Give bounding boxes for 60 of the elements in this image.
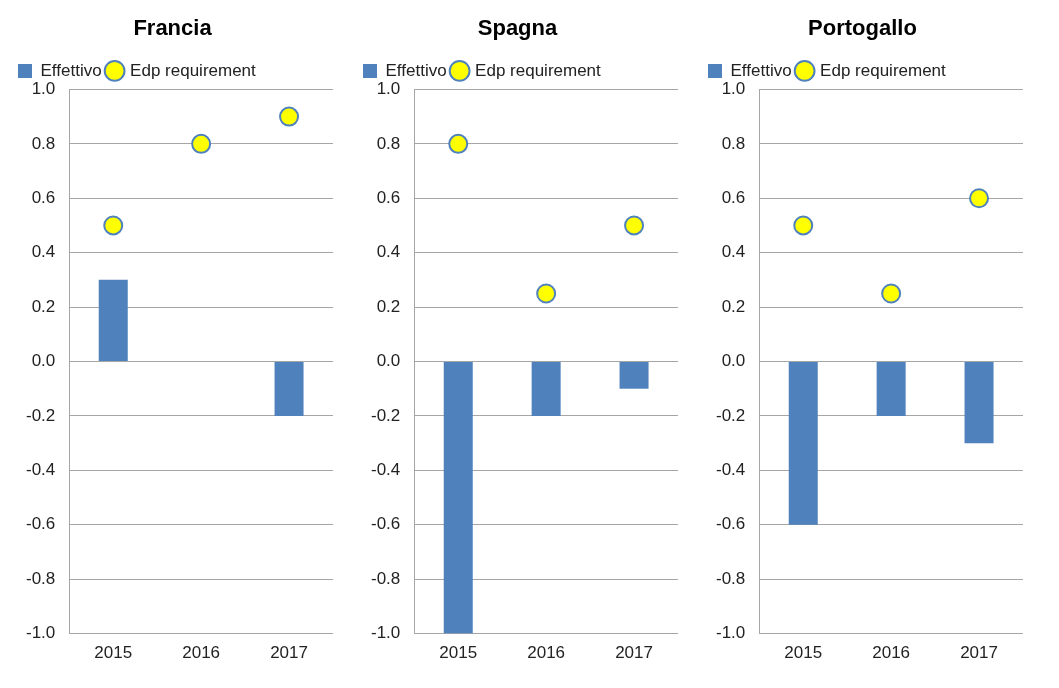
y-tick-label: -0.2 (26, 405, 56, 425)
y-tick-label: -0.8 (371, 568, 401, 588)
legend-label: Effettivo (730, 60, 792, 80)
y-tick-label: -1.0 (716, 623, 746, 643)
point (103, 215, 124, 236)
y-tick-label: 0.4 (376, 242, 401, 262)
x-tick-label: 2017 (615, 643, 653, 663)
y-tick-label: -0.4 (26, 460, 56, 480)
y-tick-label: -0.8 (716, 568, 746, 588)
y-tick-label: 0.2 (31, 296, 56, 316)
y-tick-label: -0.8 (26, 568, 56, 588)
y-tick-label: 0.2 (721, 296, 746, 316)
x-tick-label: 2016 (527, 643, 566, 663)
point (793, 215, 814, 236)
y-tick-label: -0.4 (716, 460, 746, 480)
y-tick-label: -0.4 (371, 460, 401, 480)
y-tick-label: 1.0 (376, 79, 401, 99)
x-tick-label: 2016 (182, 643, 221, 663)
y-tick-label: -0.6 (371, 514, 401, 534)
y-tick-label: -1.0 (371, 623, 401, 643)
chart-title: Spagna (477, 15, 558, 41)
y-tick-label: 0.4 (721, 242, 746, 262)
y-tick-label: 0.2 (376, 296, 401, 316)
y-tick-label: 0.0 (721, 351, 746, 371)
y-tick-label: -0.2 (371, 405, 401, 425)
point (881, 283, 902, 304)
y-tick-label: 1.0 (721, 79, 746, 99)
x-tick-label: 2015 (94, 643, 133, 663)
point (191, 133, 212, 154)
y-tick-label: -1.0 (26, 623, 56, 643)
y-tick-label: 0.6 (376, 187, 401, 207)
y-tick-label: -0.2 (716, 405, 746, 425)
y-tick-label: 1.0 (31, 79, 56, 99)
chart-title: Portogallo (808, 15, 917, 41)
point (448, 133, 469, 154)
y-tick-label: 0.8 (721, 133, 746, 153)
x-tick-label: 2015 (784, 643, 823, 663)
y-tick-label: 0.4 (31, 242, 56, 262)
point (536, 283, 557, 304)
y-tick-label: -0.6 (716, 514, 746, 534)
legend-label: Edp requirement (820, 60, 947, 80)
chart-title: Francia (133, 15, 213, 41)
y-tick-label: 0.6 (721, 187, 746, 207)
y-tick-label: 0.0 (376, 351, 401, 371)
y-tick-label: 0.8 (376, 133, 401, 153)
y-tick-label: 0.6 (31, 187, 56, 207)
legend-label: Edp requirement (130, 60, 257, 80)
point (279, 106, 300, 127)
legend-label: Effettivo (385, 60, 447, 80)
y-tick-label: 0.0 (31, 351, 56, 371)
x-tick-label: 2017 (960, 643, 998, 663)
point (969, 188, 990, 209)
x-tick-label: 2016 (872, 643, 911, 663)
y-tick-label: 0.8 (31, 133, 56, 153)
x-tick-label: 2015 (439, 643, 478, 663)
legend-label: Effettivo (40, 60, 102, 80)
legend-label: Edp requirement (475, 60, 602, 80)
point (624, 215, 645, 236)
x-tick-label: 2017 (270, 643, 308, 663)
y-tick-label: -0.6 (26, 514, 56, 534)
